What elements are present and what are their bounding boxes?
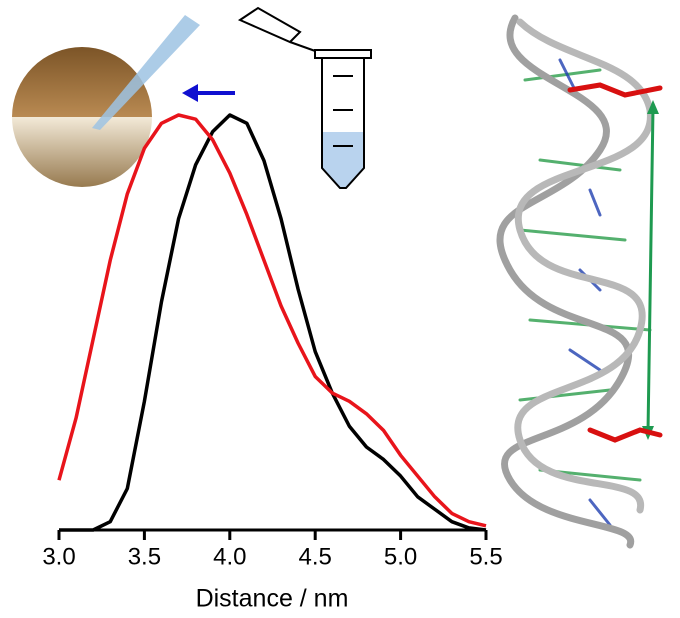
droplet-illustration xyxy=(12,15,200,187)
x-tick-label: 4.5 xyxy=(299,543,332,570)
x-axis-title: Distance / nm xyxy=(196,585,349,613)
shift-arrow xyxy=(182,84,235,102)
x-tick-label: 3.5 xyxy=(128,543,161,570)
dna-illustration xyxy=(496,14,663,549)
tube-illustration xyxy=(237,6,372,189)
x-tick-label: 4.0 xyxy=(213,543,246,570)
series-line xyxy=(59,113,487,532)
x-tick-label: 5.5 xyxy=(469,543,502,570)
x-tick-label: 3.0 xyxy=(42,543,75,570)
series-line xyxy=(57,113,487,528)
x-tick-label: 5.0 xyxy=(384,543,417,570)
